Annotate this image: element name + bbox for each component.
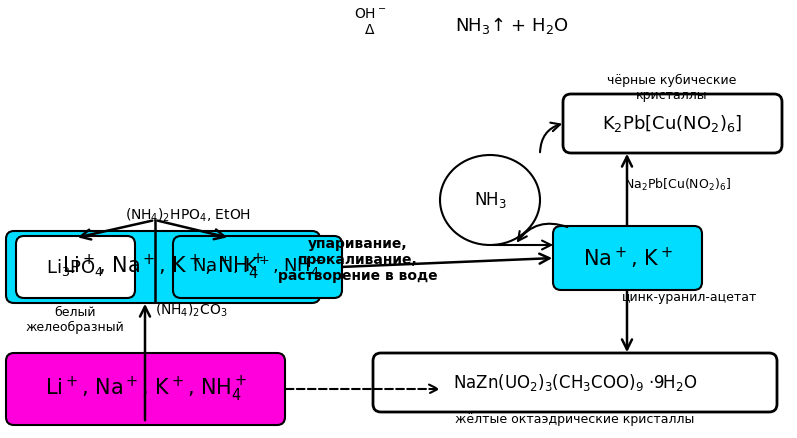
FancyBboxPatch shape xyxy=(6,231,320,303)
Ellipse shape xyxy=(440,155,540,245)
Text: K$_2$Pb[Cu(NO$_2$)$_6$]: K$_2$Pb[Cu(NO$_2$)$_6$] xyxy=(603,113,743,134)
Text: упаривание,
прокаливание,
растворение в воде: упаривание, прокаливание, растворение в … xyxy=(278,237,438,283)
FancyBboxPatch shape xyxy=(373,353,777,412)
Text: NH$_3$↑ + H$_2$O: NH$_3$↑ + H$_2$O xyxy=(455,15,569,36)
Text: Na$^+$, K$^+$: Na$^+$, K$^+$ xyxy=(583,245,673,271)
FancyBboxPatch shape xyxy=(173,236,342,298)
Text: чёрные кубические
кристаллы: чёрные кубические кристаллы xyxy=(607,74,736,102)
Text: Na$^+$, K$^+$, NH$_4^+$: Na$^+$, K$^+$, NH$_4^+$ xyxy=(191,255,324,279)
FancyBboxPatch shape xyxy=(16,236,135,298)
Text: Na$_2$Pb[Cu(NO$_2$)$_6$]: Na$_2$Pb[Cu(NO$_2$)$_6$] xyxy=(624,177,731,193)
Text: жёлтые октаэдрические кристаллы: жёлтые октаэдрические кристаллы xyxy=(455,413,695,427)
Text: Li$_3$PO$_4$: Li$_3$PO$_4$ xyxy=(46,257,104,278)
Text: NH$_3$: NH$_3$ xyxy=(473,190,506,210)
Text: цинк-уранил-ацетат: цинк-уранил-ацетат xyxy=(622,292,757,304)
Text: Li$^+$, Na$^+$, K$^+$, NH$_4^+$: Li$^+$, Na$^+$, K$^+$, NH$_4^+$ xyxy=(45,374,246,404)
Text: (NH$_4$)$_2$CO$_3$: (NH$_4$)$_2$CO$_3$ xyxy=(155,301,228,319)
Text: (NH$_4$)$_2$HPO$_4$, EtOH: (NH$_4$)$_2$HPO$_4$, EtOH xyxy=(125,206,251,224)
Text: Li$^+$, Na$^+$, K$^+$, NH$_4^+$: Li$^+$, Na$^+$, K$^+$, NH$_4^+$ xyxy=(62,252,264,282)
Text: OH$^-$
Δ: OH$^-$ Δ xyxy=(354,7,387,37)
FancyBboxPatch shape xyxy=(553,226,702,290)
FancyBboxPatch shape xyxy=(563,94,782,153)
Text: белый
желеобразный: белый желеобразный xyxy=(26,306,124,334)
FancyBboxPatch shape xyxy=(6,353,285,425)
Text: NaZn(UO$_2$)$_3$(CH$_3$COO)$_9$ ·9H$_2$O: NaZn(UO$_2$)$_3$(CH$_3$COO)$_9$ ·9H$_2$O xyxy=(453,372,697,393)
